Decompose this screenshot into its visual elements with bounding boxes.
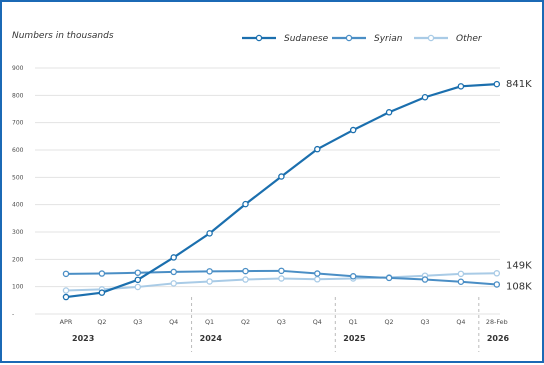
- end-label-syrian: 108K: [506, 281, 532, 292]
- data-point-sudanese: [385, 109, 393, 116]
- grid-lines: [35, 67, 500, 315]
- data-point-other: [62, 287, 70, 294]
- x-tick-label: Q1: [205, 318, 214, 326]
- data-point-sudanese: [242, 200, 249, 208]
- data-point-syrian: [421, 276, 429, 283]
- data-point-syrian: [493, 281, 501, 288]
- data-point-sudanese: [493, 80, 501, 88]
- year-label: 2026: [487, 334, 510, 343]
- y-tick-label: 700: [12, 120, 24, 127]
- legend-label-syrian: Syrian: [374, 34, 403, 44]
- data-point-syrian: [314, 270, 321, 277]
- y-tick-label: 800: [12, 92, 24, 99]
- data-point-syrian: [98, 270, 106, 277]
- y-tick-label: 600: [12, 147, 24, 154]
- legend-marker-syrian: [345, 34, 353, 42]
- x-tick-label: Q4: [169, 318, 178, 326]
- legend-marker-other: [427, 34, 435, 42]
- data-point-syrian: [134, 269, 142, 276]
- x-tick-label: Q2: [385, 318, 394, 326]
- end-label-sudanese: 841K: [506, 79, 532, 90]
- data-point-syrian: [242, 267, 249, 275]
- x-tick-label: Q2: [97, 318, 106, 326]
- x-tick-label: Q4: [313, 318, 322, 326]
- data-point-other: [278, 275, 285, 282]
- data-point-other: [134, 283, 142, 291]
- data-point-syrian: [206, 268, 213, 275]
- y-tick-label: 400: [12, 202, 24, 209]
- y-tick-label: 100: [12, 284, 24, 291]
- data-point-sudanese: [314, 145, 321, 153]
- y-tick-label: 900: [12, 65, 24, 72]
- legend: Sudanese Syrian Other: [242, 34, 483, 44]
- chart-subtitle: Numbers in thousands: [12, 31, 114, 41]
- data-point-other: [242, 276, 249, 283]
- legend-label-other: Other: [456, 34, 483, 44]
- y-tick-label: 300: [12, 229, 24, 236]
- data-point-other: [314, 276, 321, 283]
- series-group: 149K 108K 841K: [62, 79, 532, 301]
- data-point-syrian: [385, 274, 393, 282]
- y-tick-label: -: [12, 311, 14, 318]
- data-point-syrian: [349, 273, 357, 280]
- x-tick-label: 28-Feb: [486, 318, 508, 326]
- data-point-sudanese: [134, 276, 142, 284]
- year-label: 2023: [72, 334, 94, 343]
- x-tick-label: Q3: [277, 318, 286, 326]
- year-label: 2025: [343, 334, 366, 343]
- data-point-syrian: [278, 267, 285, 275]
- data-point-sudanese: [457, 83, 465, 90]
- data-point-sudanese: [98, 289, 106, 296]
- y-axis: - 100 200 300 400 500 600 700 800 900: [12, 65, 24, 318]
- x-tick-label: APR: [60, 318, 73, 326]
- x-tick-label: Q3: [133, 318, 142, 326]
- data-point-other: [170, 280, 177, 287]
- data-point-sudanese: [421, 93, 429, 101]
- x-axis: APR Q2 Q3 Q4 Q1 Q2 Q3 Q4 Q1 Q2 Q3 Q4 28-Feb 2023 2024 2…: [60, 297, 510, 352]
- x-tick-label: Q1: [349, 318, 358, 326]
- data-point-other: [457, 270, 465, 278]
- series-line-sudanese: [65, 83, 497, 299]
- data-point-syrian: [170, 268, 177, 276]
- legend-label-sudanese: Sudanese: [284, 34, 329, 44]
- data-point-other: [206, 278, 213, 285]
- data-point-sudanese: [170, 254, 177, 261]
- data-point-sudanese: [278, 173, 285, 180]
- x-tick-label: Q2: [241, 318, 250, 326]
- x-tick-label: Q4: [456, 318, 465, 326]
- data-point-sudanese: [349, 126, 357, 134]
- y-tick-label: 500: [12, 174, 24, 181]
- data-point-sudanese: [206, 230, 213, 237]
- data-point-other: [493, 270, 501, 277]
- y-tick-label: 200: [12, 256, 24, 263]
- data-point-syrian: [457, 278, 465, 285]
- x-tick-label: Q3: [420, 318, 429, 326]
- data-point-sudanese: [62, 293, 70, 301]
- data-point-syrian: [62, 270, 70, 278]
- year-label: 2024: [200, 334, 223, 343]
- legend-marker-sudanese: [255, 34, 263, 42]
- end-label-other: 149K: [506, 260, 532, 271]
